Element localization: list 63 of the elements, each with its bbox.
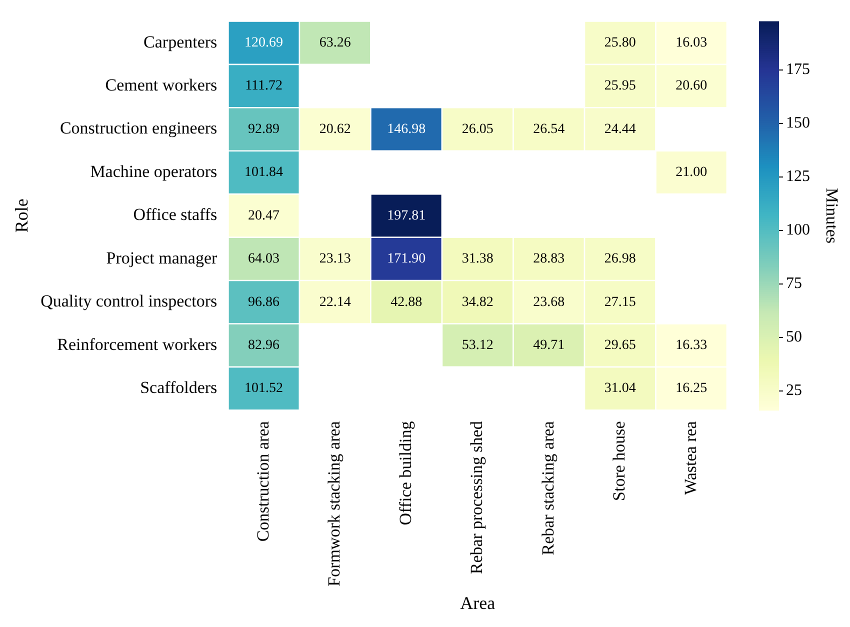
data-label: 25.80 [604, 35, 636, 50]
data-label: 24.44 [604, 122, 636, 137]
y-axis-title: Role [12, 198, 32, 233]
x-tick-label: Store house [610, 421, 629, 501]
y-tick-label: Machine operators [90, 162, 218, 181]
data-label: 26.05 [462, 122, 494, 137]
data-label: 53.12 [462, 338, 494, 354]
x-tick-label: Construction area [253, 420, 272, 542]
data-label: 26.98 [604, 252, 636, 267]
data-label: 101.84 [244, 165, 284, 180]
color-bar-label: 50 [786, 328, 802, 346]
y-tick-label: Cement workers [105, 76, 218, 94]
x-tick-label: Wastea rea [680, 420, 700, 495]
data-label: 31.38 [462, 252, 494, 267]
x-tick-label: Rebar processing shed [467, 420, 486, 574]
color-bar-label: 25 [786, 382, 802, 400]
data-label: 16.03 [676, 35, 708, 50]
data-label: 96.86 [248, 294, 280, 310]
y-tick-label: Scaffolders [140, 378, 218, 398]
data-label: 21.00 [676, 165, 708, 180]
color-bar-title: Minutes [822, 188, 842, 244]
data-label: 49.71 [533, 338, 565, 354]
data-label: 146.98 [387, 122, 426, 137]
data-label: 23.13 [319, 252, 351, 267]
y-tick-label: Carpenters [144, 32, 218, 52]
data-label: 27.15 [604, 294, 636, 310]
x-tick-label: Rebar stacking area [538, 420, 558, 556]
data-label: 63.26 [319, 35, 351, 50]
x-tick-label: Office building [396, 420, 415, 526]
color-bar-label: 125 [786, 168, 810, 186]
y-tick-label: Reinforcement workers [57, 334, 218, 354]
data-label: 42.88 [390, 294, 422, 310]
data-label: 23.68 [533, 294, 565, 310]
color-bar-label: 150 [786, 114, 810, 132]
x-tick-label: Formwork stacking area [324, 420, 344, 586]
data-label: 16.25 [676, 381, 708, 396]
data-label: 16.33 [676, 338, 708, 354]
data-label: 28.83 [533, 252, 565, 267]
data-label: 20.60 [676, 78, 708, 94]
data-label: 101.52 [244, 381, 284, 396]
y-tick-label: Construction engineers [60, 118, 218, 138]
data-label: 82.96 [248, 338, 280, 354]
data-label: 111.72 [245, 78, 283, 94]
data-label: 92.89 [248, 122, 280, 137]
y-tick-label: Project manager [106, 248, 218, 268]
color-bar-label: 75 [786, 275, 802, 292]
data-label: 22.14 [319, 294, 351, 310]
data-label: 64.03 [248, 252, 280, 267]
color-bar-label: 175 [786, 61, 810, 78]
data-label: 120.69 [244, 35, 284, 50]
x-axis-title: Area [460, 592, 496, 613]
data-label: 26.54 [533, 122, 565, 137]
data-label: 31.04 [604, 381, 636, 396]
color-bar-label: 100 [786, 222, 810, 239]
data-label: 20.47 [248, 208, 280, 224]
data-label: 29.65 [604, 338, 636, 354]
data-label: 25.95 [604, 78, 636, 94]
y-tick-label: Office staffs [133, 205, 218, 224]
y-tick-label: Quality control inspectors [40, 292, 218, 311]
data-label: 171.90 [387, 252, 426, 267]
data-label: 34.82 [462, 294, 494, 310]
data-label: 197.81 [387, 208, 426, 224]
data-label: 20.62 [319, 122, 351, 137]
